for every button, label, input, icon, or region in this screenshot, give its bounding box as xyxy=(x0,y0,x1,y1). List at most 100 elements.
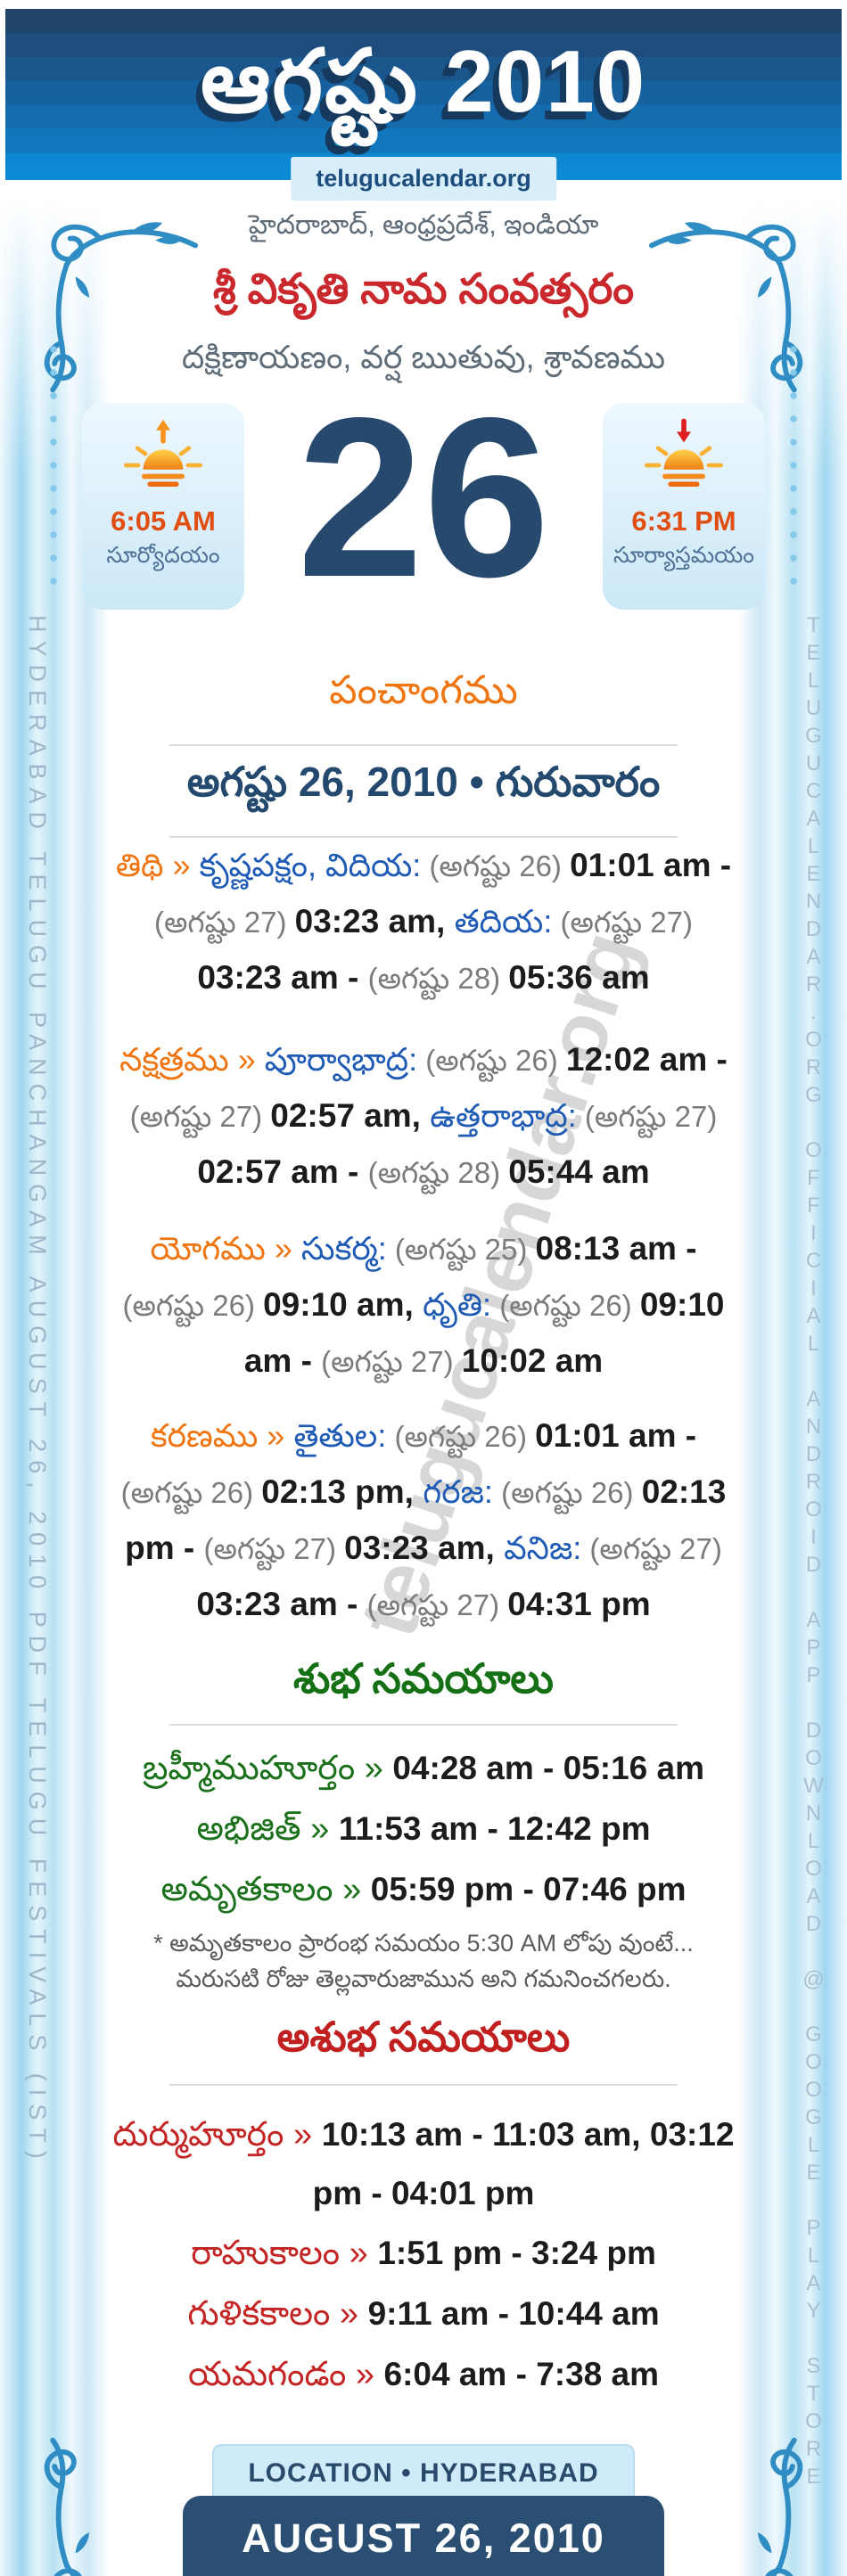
segment: 9:11 am - 10:44 am xyxy=(367,2295,660,2332)
segment: 03:23 am, xyxy=(294,903,455,939)
brahmi-muhurtam-row: బ్రహ్మీముహూర్తం » 04:28 am - 05:16 am xyxy=(111,1738,736,1799)
ayana-line: దక్షిణాయణం, వర్ష ఋతువు, శ్రావణము xyxy=(181,339,666,375)
segment: 02:13 pm - xyxy=(125,1473,727,1566)
segment: నక్షత్రము » xyxy=(119,1041,265,1078)
segment: (అగష్టు 27) xyxy=(366,1588,508,1621)
segment: (అగష్టు 26) xyxy=(386,1420,536,1453)
segment: (అగష్టు 28) xyxy=(367,962,509,995)
ashubha-heading: అశుభ సమయాలు xyxy=(276,2014,571,2060)
sunrise-label: సూర్యోదయం xyxy=(106,543,220,568)
amrutakalam-row: అమృతకాలం » 05:59 pm - 07:46 pm xyxy=(111,1859,736,1920)
divider xyxy=(169,744,678,746)
segment: 03:23 am - xyxy=(197,959,368,996)
segment: (అగష్టు 27) xyxy=(154,906,295,939)
durmuhurtam-row: దుర్ముహూర్తం » 10:13 am - 11:03 am, 03:1… xyxy=(111,2105,736,2223)
segment: (అగష్టు 27) xyxy=(552,906,693,939)
segment: 01:01 am - xyxy=(570,847,732,883)
segment: 04:31 pm xyxy=(507,1586,651,1622)
segment: 03:23 am, xyxy=(344,1530,505,1566)
segment: గుళికకాలం » xyxy=(187,2295,368,2333)
segment: ధృతి: xyxy=(423,1286,492,1323)
segment: 05:36 am xyxy=(508,959,650,996)
segment: కృష్ణపక్షం, విదియ: xyxy=(199,847,422,883)
segment: 1:51 pm - 3:24 pm xyxy=(377,2235,656,2271)
flourish-icon xyxy=(648,222,803,393)
subha-heading: శుభ సమయాలు xyxy=(293,1655,554,1702)
segment: (అగష్టు 26) xyxy=(417,1044,566,1077)
segment: గరజ: xyxy=(423,1473,493,1510)
yoga-row: యోగము » సుకర్మ: (అగష్టు 25) 08:13 am - (… xyxy=(111,1221,736,1390)
segment: 12:02 am - xyxy=(565,1041,728,1078)
segment: రాహుకాలం » xyxy=(191,2235,378,2272)
segment: (అగష్టు 25) xyxy=(386,1233,536,1266)
segment: ఉత్తరాభాద్ర: xyxy=(430,1097,577,1134)
segment: 02:57 am - xyxy=(197,1153,368,1190)
segment: (అగష్టు 26) xyxy=(492,1476,642,1509)
segment: 03:23 am - xyxy=(196,1586,367,1622)
tithi-row: తిథి » కృష్ణపక్షం, విదియ: (అగష్టు 26) 01… xyxy=(111,838,736,1006)
segment: తైతుల: xyxy=(293,1417,387,1454)
sunset-card: 6:31 PM సూర్యాస్తమయం xyxy=(603,403,765,610)
segment: అమృతకాలం » xyxy=(160,1871,371,1908)
header-banner: ఆగష్టు 2010 xyxy=(5,9,842,180)
segment: సుకర్మ: xyxy=(300,1230,387,1267)
segment: (అగష్టు 27) xyxy=(321,1345,462,1378)
segment: పూర్వాభాద్ర: xyxy=(264,1041,418,1078)
segment: (అగష్టు 27) xyxy=(581,1532,722,1565)
segment: దుర్ముహూర్తం » xyxy=(112,2116,322,2154)
segment: 05:44 am xyxy=(508,1153,650,1190)
amrutakalam-note: * అమృతకాలం ప్రారంభ సమయం 5:30 AM లోపు వుం… xyxy=(153,1930,694,1992)
subha-rows: బ్రహ్మీముహూర్తం » 04:28 am - 05:16 am అభ… xyxy=(111,1738,736,1920)
segment: (అగష్టు 28) xyxy=(367,1156,509,1189)
segment: 08:13 am - xyxy=(535,1230,697,1267)
sunset-time: 6:31 PM xyxy=(631,505,736,537)
segment: (అగష్టు 27) xyxy=(129,1100,271,1133)
dotted-line-right xyxy=(790,346,797,601)
segment: (అగష్టు 26) xyxy=(122,1289,264,1322)
flourish-icon xyxy=(44,2437,199,2576)
margin-text-left: HYDERABAD TELUGU PANCHANGAM AUGUST 26, 2… xyxy=(24,615,51,2167)
segment: 05:59 pm - 07:46 pm xyxy=(370,1871,687,1907)
divider xyxy=(169,1724,678,1726)
abhijit-row: అభిజిత్ » 11:53 am - 12:42 pm xyxy=(111,1799,736,1859)
site-link[interactable]: telugucalendar.org xyxy=(291,157,556,201)
divider xyxy=(169,2084,678,2086)
rahukalam-row: రాహుకాలం » 1:51 pm - 3:24 pm xyxy=(111,2223,736,2284)
segment: (అగష్టు 27) xyxy=(576,1100,718,1133)
segment: (అగష్టు 27) xyxy=(203,1532,345,1565)
ashubha-rows: దుర్ముహూర్తం » 10:13 am - 11:03 am, 03:1… xyxy=(111,2105,736,2405)
segment: (అగష్టు 26) xyxy=(120,1476,262,1509)
segment: 04:28 am - 05:16 am xyxy=(392,1750,705,1786)
segment: 09:10 am, xyxy=(263,1286,424,1323)
sunrise-card: 6:05 AM సూర్యోదయం xyxy=(82,403,244,610)
segment: 10:02 am xyxy=(461,1342,604,1379)
segment: తిథి » xyxy=(115,847,200,883)
segment: తదియ: xyxy=(454,903,553,939)
segment: 01:01 am - xyxy=(535,1417,697,1454)
sunrise-icon xyxy=(124,419,203,487)
divider xyxy=(169,836,678,838)
sunset-icon xyxy=(645,418,723,487)
segment: యమగండం » xyxy=(187,2356,384,2393)
location-line: హైదరాబాద్, ఆంధ్రప్రదేశ్, ఇండియా xyxy=(248,210,599,240)
segment: 09:10 am - xyxy=(243,1286,725,1379)
footer-date-banner: AUGUST 26, 2010 xyxy=(183,2496,664,2576)
segment: అభిజిత్ » xyxy=(196,1810,339,1848)
segment: 6:04 am - 7:38 am xyxy=(383,2356,660,2392)
segment: 02:13 pm, xyxy=(261,1473,424,1510)
page-title: ఆగష్టు 2010 xyxy=(200,32,647,130)
flourish-icon xyxy=(44,222,199,393)
sunrise-time: 6:05 AM xyxy=(111,505,216,537)
segment: కరణము » xyxy=(150,1417,294,1454)
segment: (అగష్టు 26) xyxy=(491,1289,640,1322)
segment: యోగము » xyxy=(150,1230,301,1267)
segment: (అగష్టు 26) xyxy=(421,849,571,882)
karana-row: కరణము » తైతుల: (అగష్టు 26) 01:01 am - (అ… xyxy=(111,1408,736,1633)
segment: 02:57 am, xyxy=(270,1097,431,1134)
gulikakalam-row: గుళికకాలం » 9:11 am - 10:44 am xyxy=(111,2284,736,2344)
panchangam-heading: పంచాంగము xyxy=(329,669,518,712)
sunset-label: సూర్యాస్తమయం xyxy=(613,543,754,568)
segment: 11:53 am - 12:42 pm xyxy=(338,1810,651,1847)
segment: బ్రహ్మీముహూర్తం » xyxy=(142,1750,393,1787)
